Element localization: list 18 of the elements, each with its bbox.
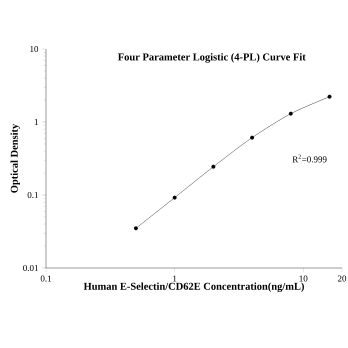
chart-title: Four Parameter Logistic (4-PL) Curve Fit bbox=[118, 53, 306, 63]
y-tick-label: 1 bbox=[34, 119, 38, 125]
point bbox=[172, 196, 177, 200]
point bbox=[288, 112, 293, 116]
point bbox=[211, 164, 216, 169]
y-tick-label: 0.1 bbox=[28, 192, 38, 198]
point bbox=[328, 94, 332, 99]
y-tick-label: 10 bbox=[30, 46, 38, 52]
x-tick-label: 1 bbox=[173, 276, 176, 282]
x-tick-label: 10 bbox=[300, 276, 308, 282]
annotation: R$^{2}$=0.999 bbox=[292, 154, 327, 162]
y-tick-label: 0.01 bbox=[23, 264, 38, 272]
x-axis-title: Human E-Selectin/CD62E Concentration(ng/mL) bbox=[84, 282, 304, 292]
x-tick-label: 0.1 bbox=[40, 276, 52, 282]
y-axis-title: Optical Density bbox=[10, 124, 20, 193]
point bbox=[250, 136, 254, 140]
x-tick-label: 20 bbox=[338, 276, 346, 282]
point bbox=[134, 226, 138, 230]
